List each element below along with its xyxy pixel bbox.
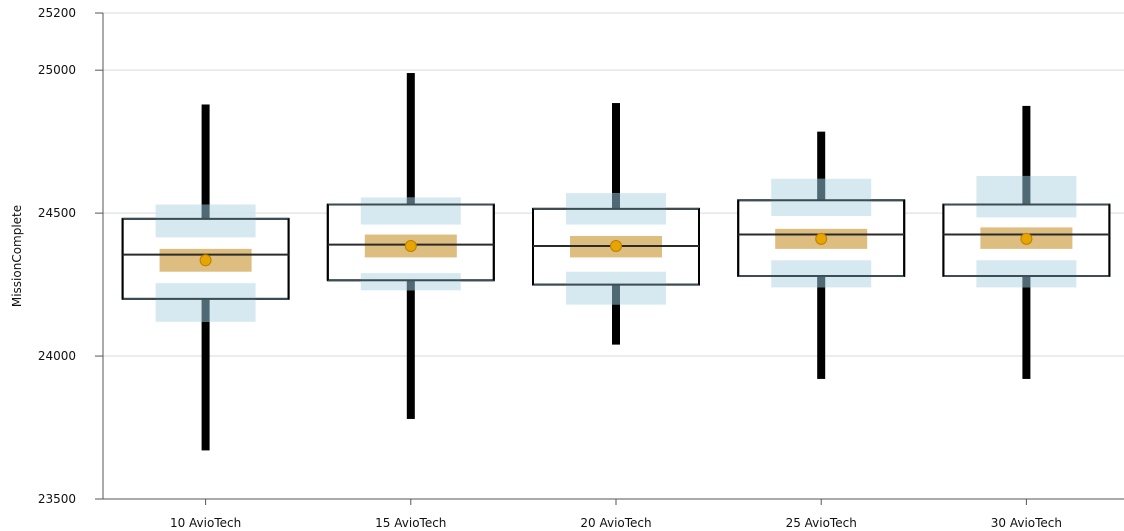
axes	[102, 13, 1124, 500]
whisker-overlap	[817, 178, 826, 201]
x-tick-label: 10 AvioTech	[170, 516, 241, 530]
x-tick-label: 15 AvioTech	[375, 516, 446, 530]
y-axis-title: MissionComplete	[10, 205, 24, 307]
y-tick-label: 24000	[38, 349, 76, 363]
mean-marker	[610, 239, 622, 252]
x-tick-label: 30 AvioTech	[991, 516, 1062, 530]
plot-area	[121, 73, 1111, 451]
x-tick-label: 20 AvioTech	[580, 516, 651, 530]
y-tick-label: 25000	[38, 63, 76, 77]
whisker-overlap	[201, 204, 210, 219]
whisker-overlap	[406, 280, 415, 291]
whisker-overlap	[817, 276, 826, 288]
mean-marker	[199, 254, 212, 267]
y-tick-label: 25200	[38, 6, 76, 20]
y-tick-label: 24500	[38, 206, 76, 220]
whisker-overlap	[612, 193, 620, 209]
mean-marker	[1020, 232, 1033, 245]
whisker-overlap	[201, 298, 210, 322]
x-tick-label: 25 AvioTech	[786, 516, 857, 530]
whisker-overlap	[406, 197, 415, 205]
mean-marker	[815, 232, 828, 245]
y-tick-label: 23500	[38, 492, 76, 506]
whisker-overlap	[612, 284, 620, 305]
whisker-overlap	[1022, 175, 1031, 205]
mean-marker	[404, 239, 417, 252]
tick-labels: 23500 24000 24500 25000 25200 10 AvioTech 15 A…	[38, 6, 1062, 530]
whisker-overlap	[1022, 276, 1031, 288]
